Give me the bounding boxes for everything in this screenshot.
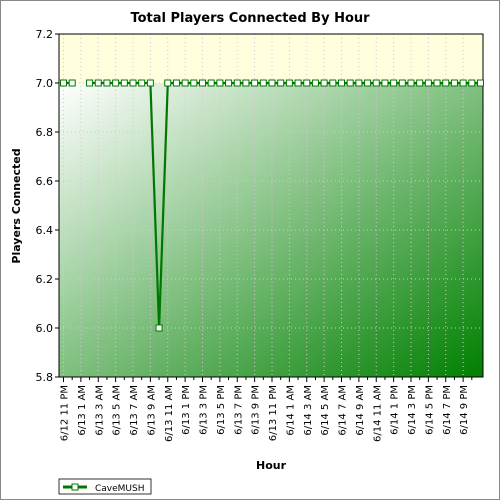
data-point (381, 79, 389, 87)
x-axis-ticks: 6/12 11 PM 6/13 1 AM 6/13 3 AM 6/13 5 AM 6/1… (60, 377, 473, 442)
legend-box (58, 478, 152, 495)
data-point (355, 79, 363, 87)
x-tick-label: 6/14 3 PM (407, 385, 418, 435)
y-axis-ticks: 5.8 6.0 6.2 6.4 6.6 6.8 7.0 7.2 (36, 28, 59, 384)
data-point (120, 79, 128, 87)
y-tick-label: 6.6 (36, 175, 54, 188)
x-tick-label: 6/13 3 AM (94, 385, 105, 436)
x-tick-label: 6/14 5 PM (424, 385, 435, 435)
data-point (329, 79, 337, 87)
data-point (146, 79, 154, 87)
series-cavemush (60, 79, 484, 332)
data-point (225, 79, 233, 87)
x-tick-label: 6/14 7 AM (338, 385, 349, 436)
y-tick-label: 6.0 (36, 322, 54, 335)
data-point (450, 79, 458, 87)
data-point (138, 79, 146, 87)
data-point (416, 79, 424, 87)
data-point (86, 79, 94, 87)
x-tick-label: 6/14 1 AM (285, 385, 296, 436)
x-tick-label: 6/14 1 PM (390, 385, 401, 435)
plot-border (58, 33, 484, 378)
legend-swatch-marker (71, 483, 79, 491)
y-tick-label: 7.0 (36, 77, 54, 90)
y-tick-label: 5.8 (36, 371, 54, 384)
plot-upper-band (59, 34, 483, 83)
data-point (442, 79, 450, 87)
data-point (242, 79, 250, 87)
x-tick-label: 6/14 9 AM (355, 385, 366, 436)
data-point (459, 79, 467, 87)
data-point (407, 79, 415, 87)
data-point (320, 79, 328, 87)
data-point (172, 79, 180, 87)
legend-label-cavemush: CaveMUSH (95, 484, 145, 494)
data-point (129, 79, 137, 87)
data-point (112, 79, 120, 87)
x-tick-label: 6/13 9 PM (251, 385, 262, 435)
data-point (364, 79, 372, 87)
data-point (103, 79, 111, 87)
x-tick-label: 6/13 7 PM (233, 385, 244, 435)
data-point (94, 79, 102, 87)
x-tick-label: 6/14 11 AM (372, 385, 383, 442)
x-tick-label: 6/14 9 PM (459, 385, 470, 435)
data-point (372, 79, 380, 87)
x-tick-label: 6/13 9 AM (146, 385, 157, 436)
data-point (199, 79, 206, 87)
x-axis-label: Hour (256, 459, 287, 472)
x-tick-label: 6/13 1 PM (181, 385, 192, 435)
data-point (207, 79, 215, 87)
x-tick-label: 6/13 5 AM (112, 385, 123, 436)
data-point (277, 79, 285, 87)
data-point (398, 79, 406, 87)
data-point (468, 79, 476, 87)
data-point (390, 79, 398, 87)
data-point (303, 79, 311, 87)
data-point (294, 79, 302, 87)
x-tick-label: 6/14 7 PM (442, 385, 453, 435)
y-axis-label: Players Connected (10, 148, 23, 263)
y-tick-label: 6.8 (36, 126, 54, 139)
x-tick-label: 6/13 1 AM (77, 385, 88, 436)
data-point (216, 79, 224, 87)
y-tick-label: 6.2 (36, 273, 54, 286)
x-tick-label: 6/13 3 PM (199, 385, 210, 435)
x-tick-label: 6/13 11 AM (164, 385, 175, 442)
data-point (346, 79, 354, 87)
y-tick-label: 7.2 (36, 28, 54, 41)
data-point (190, 79, 198, 87)
x-tick-label: 6/12 11 PM (60, 385, 71, 441)
data-point (311, 79, 319, 87)
data-point (251, 79, 259, 87)
data-point (477, 79, 484, 87)
x-tick-label: 6/14 3 AM (303, 385, 314, 436)
data-point (68, 79, 76, 87)
data-point (155, 324, 163, 332)
data-point (433, 79, 441, 87)
data-point (164, 79, 172, 87)
data-point (285, 79, 293, 87)
x-tick-label: 6/14 5 AM (320, 385, 331, 436)
x-tick-label: 6/13 11 PM (268, 385, 279, 441)
data-point (60, 79, 67, 87)
x-tick-label: 6/13 5 PM (216, 385, 227, 435)
data-point (259, 79, 267, 87)
data-point (233, 79, 241, 87)
data-point (424, 79, 432, 87)
chart-title: Total Players Connected By Hour (130, 11, 370, 26)
legend: CaveMUSH (58, 478, 152, 495)
data-point (268, 79, 276, 87)
data-point (338, 79, 345, 87)
data-point (181, 79, 189, 87)
x-tick-label: 6/13 7 AM (129, 385, 140, 436)
y-tick-label: 6.4 (36, 224, 54, 237)
